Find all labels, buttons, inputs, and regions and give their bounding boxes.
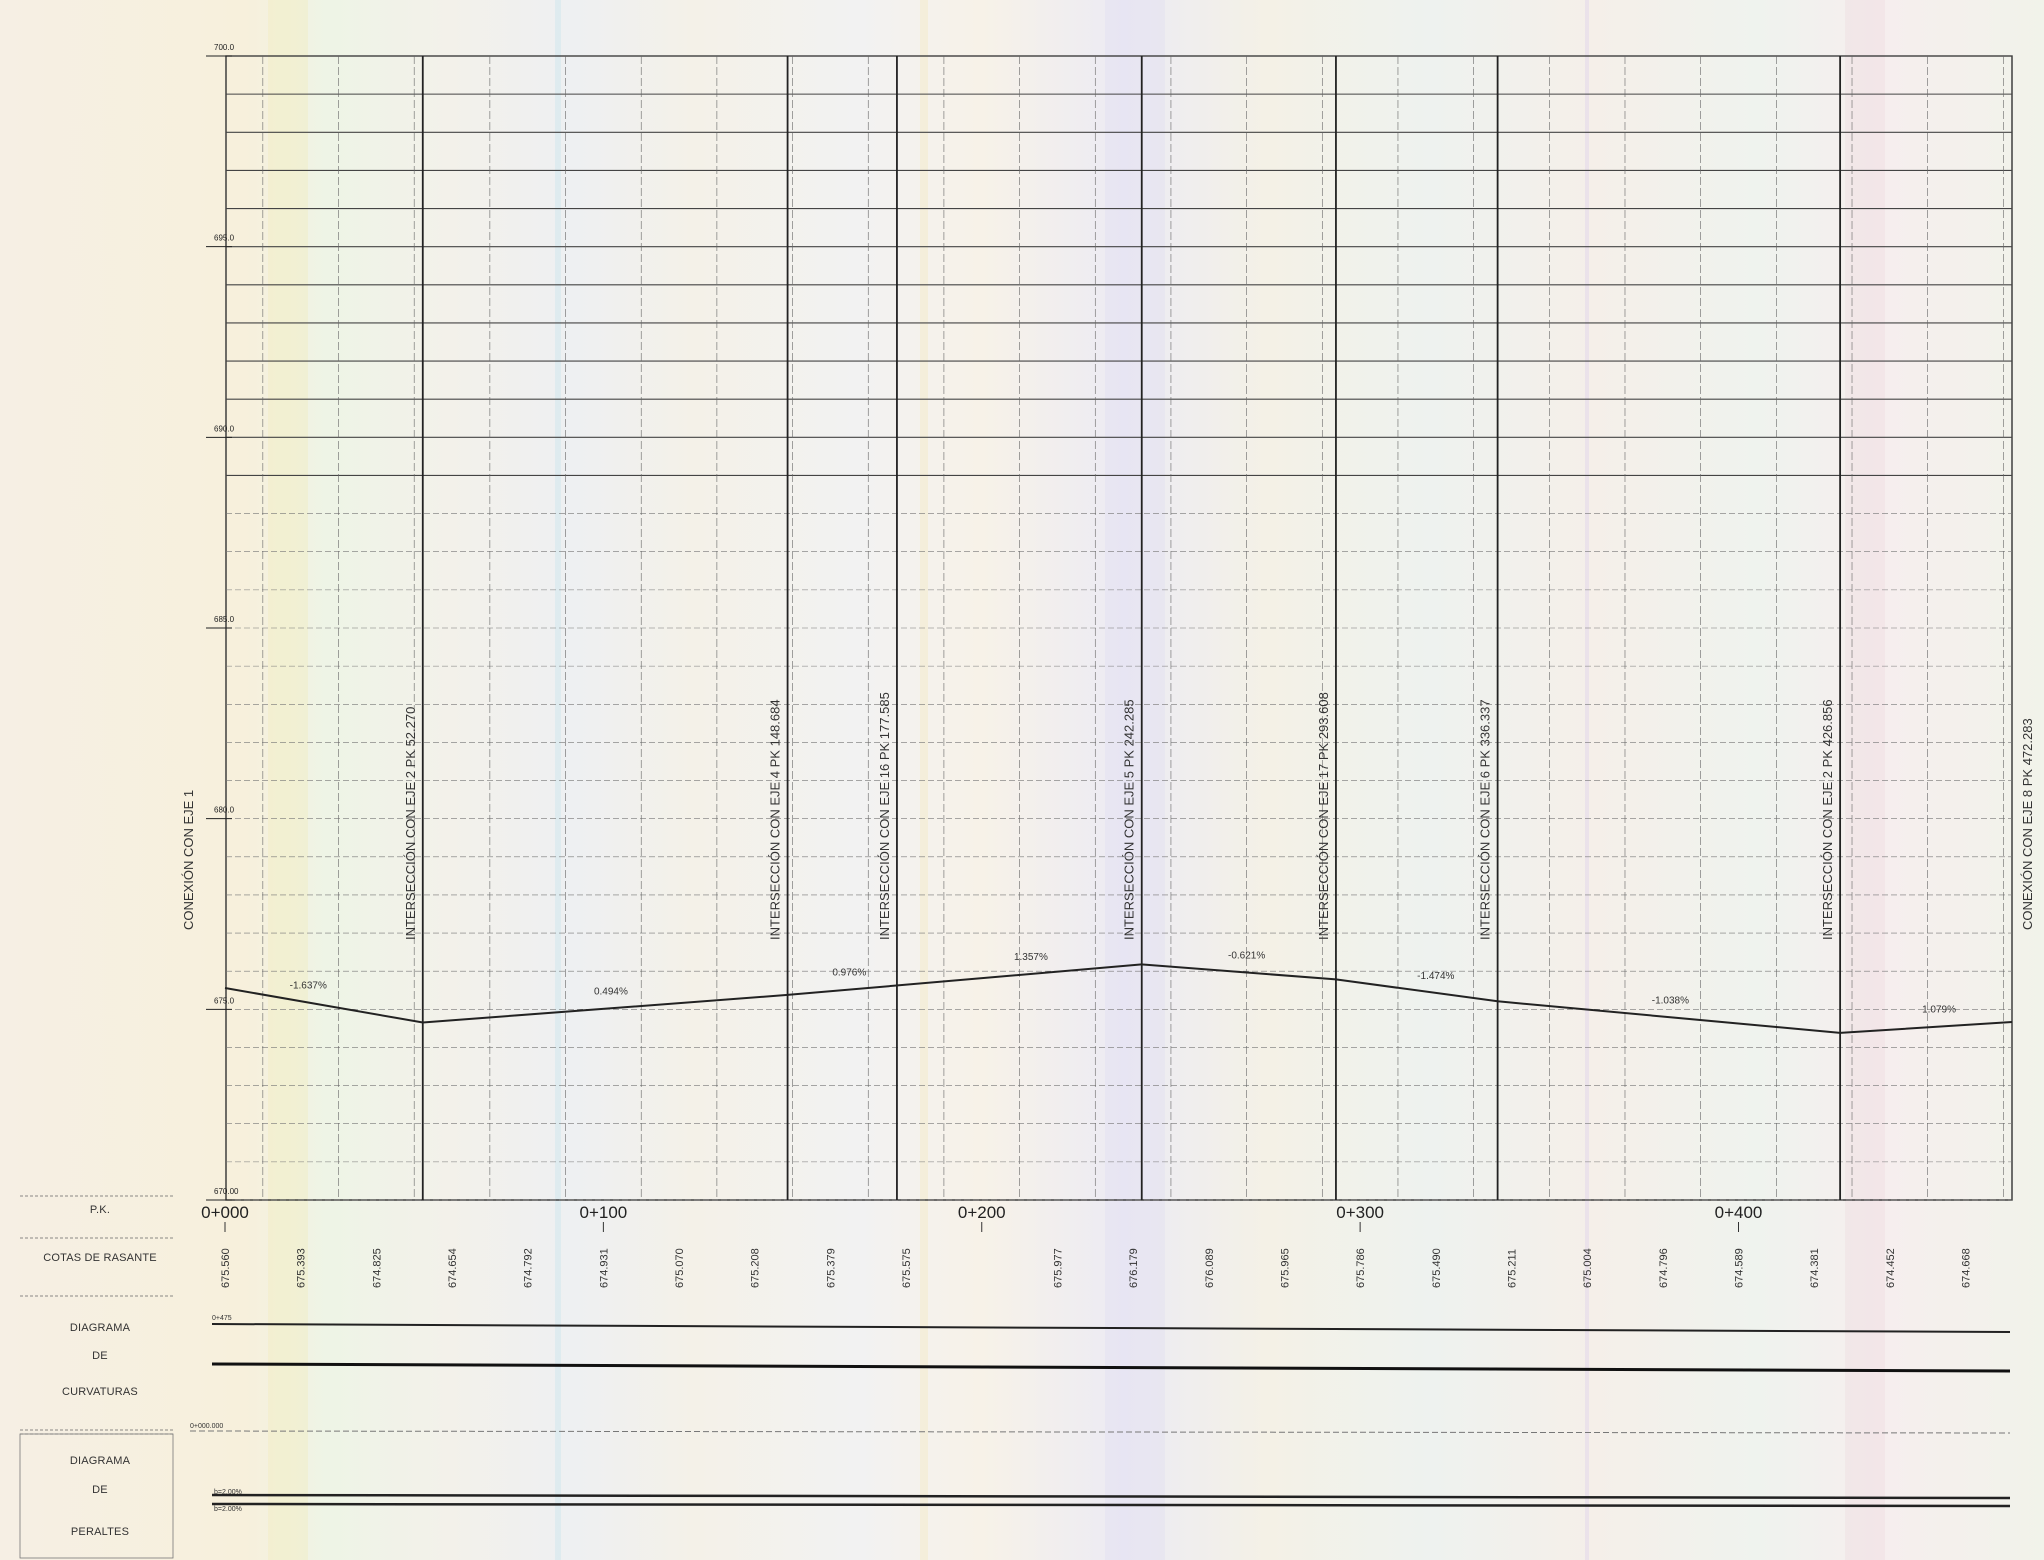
cota-value: 674.654 (447, 1248, 459, 1288)
row-label-curvaturas-3: CURVATURAS (62, 1386, 138, 1398)
cotas-de-rasante-values: 675.560 675.393 674.825 674.654 674.792 674.9… (220, 1248, 1973, 1288)
curvatura-line-main (211, 1362, 2011, 1373)
intersection-label: INTERSECCIÓN CON EJE 4 PK 148.684 (768, 699, 783, 940)
cota-value: 676.179 (1128, 1248, 1140, 1288)
cota-value: 675.211 (1506, 1249, 1518, 1288)
grade-profile-line (224, 963, 2013, 1034)
pk-label: 0+200 (958, 1203, 1006, 1222)
curvatura-line-top (211, 1323, 2011, 1333)
elevation-tick-label: 685.0 (214, 615, 235, 624)
row-label-pk: P.K. (89, 1204, 111, 1216)
cota-value: 675.379 (825, 1248, 837, 1288)
intersection-label: CONEXIÓN CON EJE 1 (181, 790, 196, 930)
peraltes-label-box (19, 1433, 174, 1559)
grade-label: 1.079% (1922, 1005, 1956, 1016)
row-label-peraltes-3: PERALTES (70, 1526, 130, 1538)
elevation-tick-label: 680.0 (214, 806, 235, 815)
cota-value: 674.825 (371, 1248, 383, 1288)
cota-value: 675.560 (220, 1248, 232, 1288)
peralte-small-label: 0+000.000 (190, 1423, 223, 1430)
elevation-tick-label: 675.0 (214, 996, 235, 1005)
row-label-cotas: COTAS DE RASANTE (43, 1252, 157, 1264)
intersection-label: INTERSECCIÓN CON EJE 16 PK 177.585 (877, 692, 892, 940)
row-label-peraltes-1: DIAGRAMA (69, 1455, 131, 1467)
grade-labels: -1.637% 0.494% 0.976% 1.357% -0.621% -1.474% -… (290, 950, 1956, 1015)
guitar-bands: 0+475 0+000.000 b=2.00% b=2.00% (19, 1195, 2011, 1559)
grade-label: -0.621% (1228, 950, 1265, 961)
cota-value: 674.381 (1809, 1248, 1821, 1288)
intersection-label: INTERSECCIÓN CON EJE 2 PK 426.856 (1820, 699, 1835, 940)
peralte-line-1 (211, 1493, 2011, 1500)
cota-value: 675.977 (1052, 1248, 1064, 1288)
grade-label: -1.637% (290, 981, 327, 992)
intersection-label: INTERSECCIÓN CON EJE 17 PK 293.608 (1316, 692, 1331, 940)
intersection-annotations: CONEXIÓN CON EJE 1 INTERSECCIÓN CON EJE 2… (181, 56, 2035, 1200)
cota-value: 675.070 (674, 1248, 686, 1288)
intersection-label: CONEXIÓN CON EJE 8 PK 472.283 (2020, 718, 2035, 930)
grade-label: -1.038% (1652, 995, 1689, 1006)
curvatura-small-label: 0+475 (212, 1315, 232, 1322)
cota-value: 676.089 (1204, 1248, 1216, 1288)
cota-value: 675.208 (750, 1248, 762, 1288)
pk-label: 0+300 (1336, 1203, 1384, 1222)
grade-label: 0.976% (832, 968, 866, 979)
cota-value: 675.786 (1355, 1248, 1367, 1288)
elevation-tick-label: 700.0 (214, 43, 235, 52)
intersection-label: INTERSECCIÓN CON EJE 5 PK 242.285 (1122, 699, 1137, 940)
peralte-small-label: b=2.00% (214, 1489, 242, 1496)
cota-value: 675.004 (1582, 1248, 1594, 1288)
peralte-axis-line (189, 1430, 2011, 1434)
cota-value: 674.589 (1733, 1248, 1745, 1288)
cota-value: 674.668 (1961, 1248, 1973, 1288)
grade-label: 0.494% (594, 986, 628, 997)
cota-value: 674.792 (523, 1248, 535, 1288)
row-label-curvaturas-1: DIAGRAMA (69, 1322, 131, 1334)
grade-label: -1.474% (1417, 971, 1454, 982)
grade-label: 1.357% (1014, 952, 1048, 963)
cota-value: 675.490 (1431, 1248, 1443, 1288)
elevation-tick-label: 670.00 (214, 1187, 239, 1196)
row-label-curvaturas-2: DE (92, 1350, 108, 1362)
cota-value: 675.393 (296, 1248, 308, 1288)
pk-labels: 0+000 0+100 0+200 0+300 0+400 (201, 1203, 1762, 1232)
cota-value: 675.965 (1279, 1248, 1291, 1288)
cota-value: 674.452 (1885, 1248, 1897, 1288)
elevation-tick-label: 695.0 (214, 234, 235, 243)
elevation-ticks: 700.0 695.0 690.0 685.0 680.0 675.0 670.00 (206, 43, 239, 1201)
elevation-tick-label: 690.0 (214, 424, 235, 433)
pk-label: 0+000 (201, 1203, 249, 1222)
row-label-peraltes-2: DE (92, 1484, 108, 1496)
intersection-label: INTERSECCIÓN CON EJE 2 PK 52.270 (403, 707, 418, 940)
intersection-label: INTERSECCIÓN CON EJE 6 PK 336.337 (1478, 699, 1493, 940)
profile-grid (225, 55, 2013, 1201)
cota-value: 674.796 (1658, 1248, 1670, 1288)
cota-value: 675.575 (901, 1248, 913, 1288)
peralte-line-2 (211, 1502, 2011, 1508)
peralte-small-label: b=2.00% (214, 1506, 242, 1513)
pk-label: 0+400 (1715, 1203, 1763, 1222)
pk-label: 0+100 (579, 1203, 627, 1222)
cota-value: 674.931 (598, 1248, 610, 1288)
